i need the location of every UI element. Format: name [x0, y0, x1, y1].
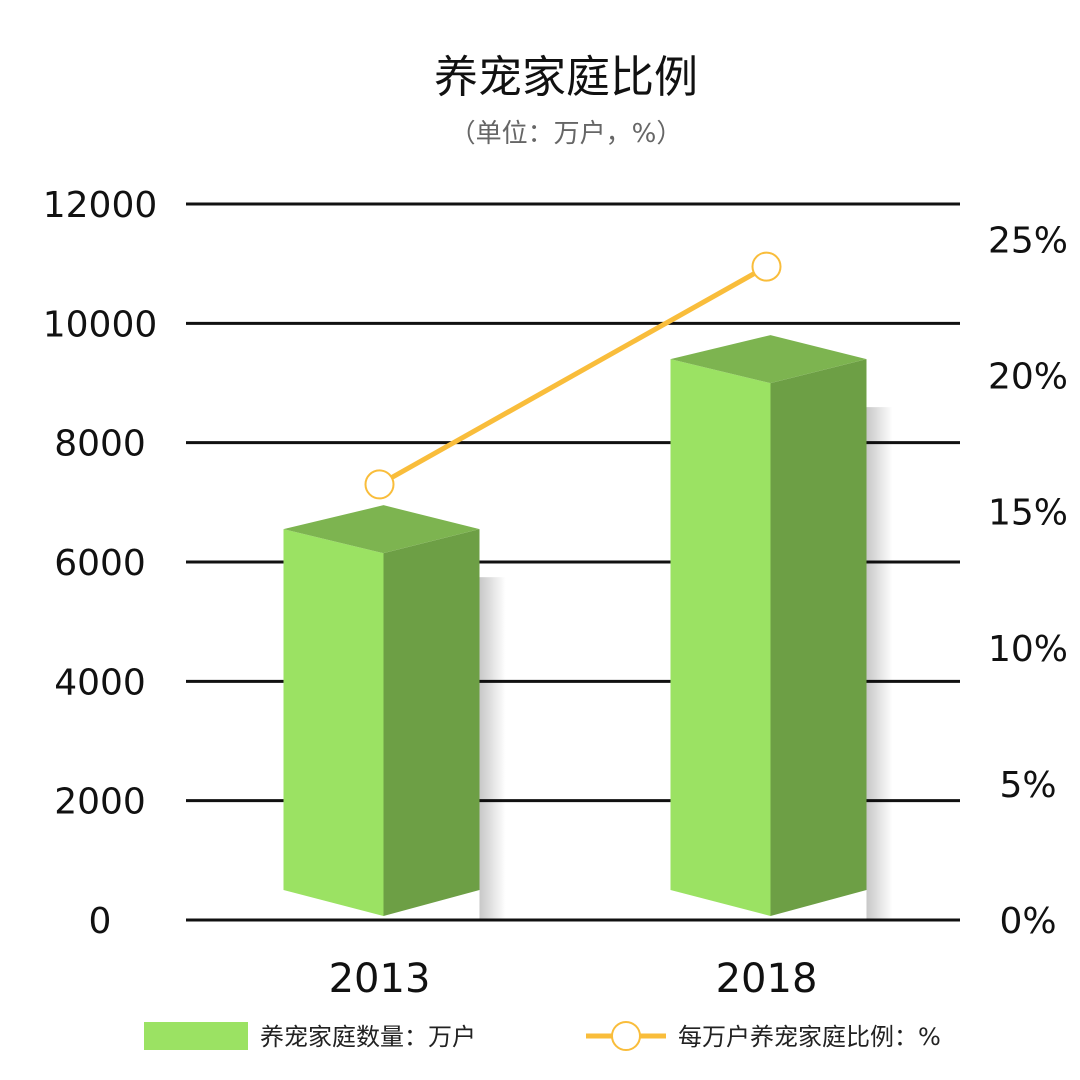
- legend-bar-swatch: [144, 1022, 248, 1050]
- bar-top-face: [283, 505, 480, 554]
- legend-line-marker: [611, 1021, 641, 1051]
- left-y-axis: 0 2000 4000 6000 8000 10000 12000: [43, 185, 158, 942]
- line-series-path: [378, 264, 768, 487]
- left-y-tick-label: 6000: [54, 543, 146, 584]
- bar-front-face: [670, 359, 771, 917]
- bar-shadow: [866, 407, 893, 921]
- right-y-tick-label: 15%: [988, 493, 1068, 534]
- bar-top-face: [670, 335, 867, 384]
- left-y-tick-label: 8000: [54, 424, 146, 465]
- left-y-tick-label: 0: [89, 901, 112, 942]
- line-point: [751, 251, 782, 282]
- right-y-axis: 0% 5% 10% 15% 20% 25%: [988, 220, 1068, 942]
- x-tick-label: 2013: [329, 956, 431, 1002]
- legend-line-label: 每万户养宠家庭比例：%: [678, 1023, 941, 1051]
- x-axis: 2013 2018: [329, 956, 818, 1002]
- left-y-tick-label: 12000: [43, 185, 158, 226]
- legend: 养宠家庭数量：万户 每万户养宠家庭比例：%: [144, 1021, 941, 1051]
- left-y-tick-label: 4000: [54, 662, 146, 703]
- bar-side-face: [383, 529, 480, 916]
- left-y-tick-label: 10000: [43, 304, 158, 345]
- chart-subtitle: （单位：万户，%）: [450, 119, 683, 149]
- right-y-tick-label: 20%: [988, 357, 1068, 398]
- right-y-tick-label: 25%: [988, 220, 1068, 261]
- line-point: [364, 469, 395, 500]
- bar-side-face: [770, 359, 867, 917]
- x-tick-label: 2018: [716, 956, 818, 1002]
- left-y-tick-label: 2000: [54, 782, 146, 823]
- right-y-tick-label: 5%: [999, 765, 1056, 806]
- bar-front-face: [283, 529, 384, 916]
- right-y-tick-label: 0%: [999, 901, 1056, 942]
- right-y-tick-label: 10%: [988, 629, 1068, 670]
- line-series: [364, 251, 782, 500]
- chart-title: 养宠家庭比例: [434, 52, 698, 103]
- bar-series: [283, 335, 893, 921]
- bar-shadow: [479, 577, 506, 920]
- legend-bar-label: 养宠家庭数量：万户: [260, 1023, 476, 1051]
